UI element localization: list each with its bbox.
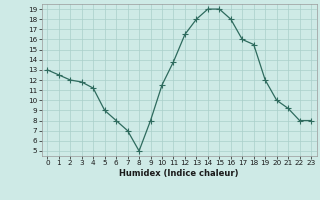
- X-axis label: Humidex (Indice chaleur): Humidex (Indice chaleur): [119, 169, 239, 178]
